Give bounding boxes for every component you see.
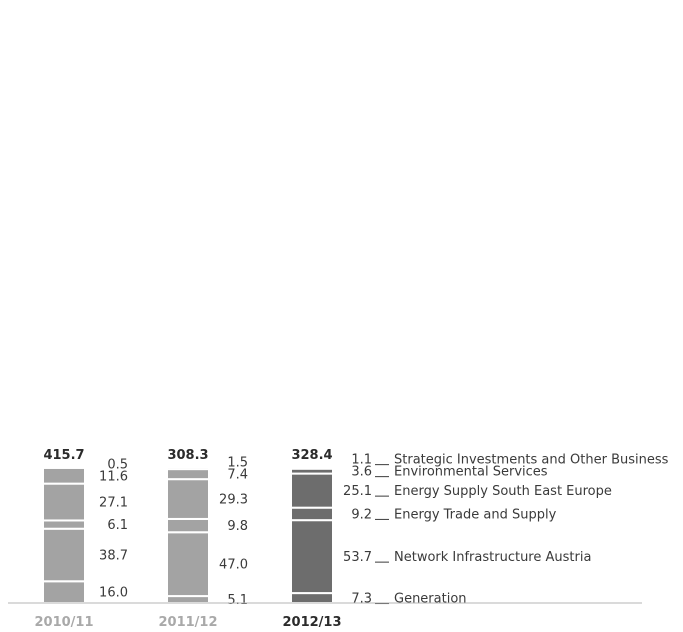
value-label-2011-12-environmental-services: 7.4 — [227, 468, 248, 483]
bar-segment-2010-11-energy-supply-south-east-europe — [42, 482, 86, 522]
bar-segment-2011-12-energy-trade-and-supply — [166, 517, 210, 534]
bar-segment-2012-13-energy-trade-and-supply — [290, 506, 334, 522]
value-label-2010-11-energy-supply-south-east-europe: 27.1 — [99, 496, 128, 511]
value-label-2010-11-strategic-investments-and-other-business: 0.5 — [107, 457, 128, 472]
value-label-2010-11-generation: 16.0 — [99, 586, 128, 601]
value-label-2010-11-environmental-services: 11.6 — [99, 469, 128, 484]
x-tick-label-2010-11: 2010/11 — [34, 615, 93, 630]
total-label-2010-11: 415.7 — [43, 448, 84, 463]
value-label-2010-11-energy-trade-and-supply: 6.1 — [107, 518, 128, 533]
bar-segment-2012-13-strategic-investments-and-other-business — [290, 466, 334, 470]
bar-segment-2011-12-environmental-services — [166, 468, 210, 481]
value-label-2011-12-energy-supply-south-east-europe: 29.3 — [219, 493, 248, 508]
value-label-2012-13-environmental-services: 3.6 — [351, 465, 372, 480]
series-label-energy-supply-south-east-europe: Energy Supply South East Europe — [394, 484, 612, 499]
value-label-2012-13-network-infrastructure-austria: 53.7 — [343, 550, 372, 565]
bar-segment-2011-12-generation — [166, 595, 210, 605]
x-tick-label-2011-12: 2011/12 — [158, 615, 217, 630]
bar-segment-2012-13-generation — [290, 592, 334, 605]
value-label-2012-13-energy-trade-and-supply: 9.2 — [351, 507, 372, 522]
bar-segment-2010-11-network-infrastructure-austria — [42, 527, 86, 583]
total-label-2012-13: 328.4 — [291, 448, 332, 463]
x-tick-label-2012-13: 2012/13 — [282, 615, 341, 630]
bar-segment-2011-12-energy-supply-south-east-europe — [166, 478, 210, 520]
bar-segment-2012-13-energy-supply-south-east-europe — [290, 472, 334, 509]
value-label-2010-11-network-infrastructure-austria: 38.7 — [99, 548, 128, 563]
bar-segment-2010-11-environmental-services — [42, 466, 86, 485]
series-label-strategic-investments-and-other-business: Strategic Investments and Other Business — [394, 453, 669, 468]
labels-group: 16.0 38.7 6.1 27.1 11.60.5 415.7 2010/11 5.1 47.… — [34, 448, 668, 630]
series-label-environmental-services: Environmental Services — [394, 465, 548, 480]
bar-segment-2012-13-network-infrastructure-austria — [290, 519, 334, 595]
value-label-2011-12-strategic-investments-and-other-business: 1.5 — [227, 456, 248, 471]
value-label-2011-12-energy-trade-and-supply: 9.8 — [227, 519, 248, 534]
bars-group — [42, 466, 334, 605]
bar-segment-2010-11-generation — [42, 580, 86, 604]
value-label-2011-12-generation: 5.1 — [227, 593, 248, 608]
series-label-generation: Generation — [394, 592, 467, 607]
bar-segment-2010-11-energy-trade-and-supply — [42, 519, 86, 530]
series-label-energy-trade-and-supply: Energy Trade and Supply — [394, 507, 557, 522]
total-label-2011-12: 308.3 — [167, 448, 208, 463]
value-label-2012-13-strategic-investments-and-other-business: 1.1 — [351, 453, 372, 468]
bar-segment-2011-12-strategic-investments-and-other-business — [166, 466, 210, 471]
bar-segment-2011-12-network-infrastructure-austria — [166, 531, 210, 598]
value-label-2012-13-energy-supply-south-east-europe: 25.1 — [343, 484, 372, 499]
bar-segment-2010-11-strategic-investments-and-other-business — [42, 466, 86, 469]
value-label-2011-12-network-infrastructure-austria: 47.0 — [219, 558, 248, 573]
value-label-2012-13-generation: 7.3 — [351, 592, 372, 607]
series-label-network-infrastructure-austria: Network Infrastructure Austria — [394, 550, 591, 565]
